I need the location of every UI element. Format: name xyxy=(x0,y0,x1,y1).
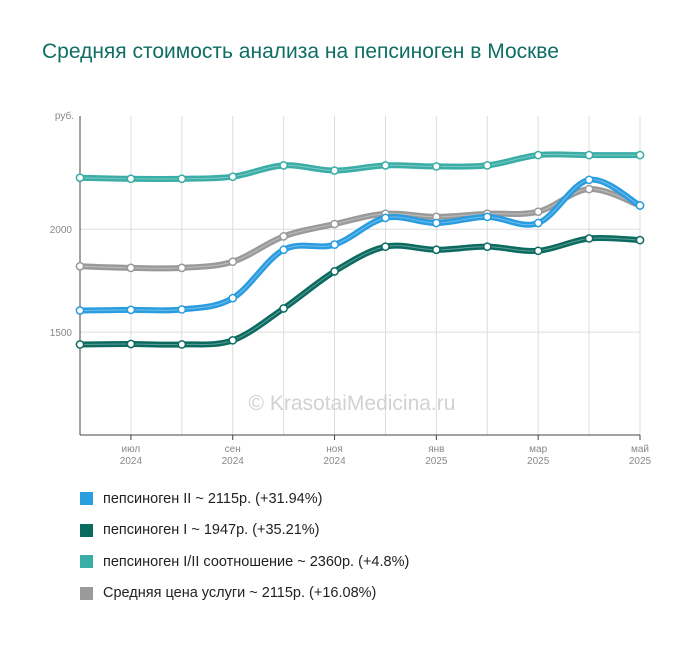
data-point xyxy=(75,261,85,271)
data-point xyxy=(279,245,288,255)
data-point xyxy=(126,174,136,184)
data-point xyxy=(279,304,288,313)
legend-label: пепсиноген I/II соотношение ~ 2360р. (+4… xyxy=(103,553,410,570)
x-tick-label-year: 2025 xyxy=(629,456,652,467)
data-point xyxy=(177,263,187,273)
series-1 xyxy=(75,150,645,184)
data-point xyxy=(482,212,492,222)
x-tick-label-month: июл xyxy=(122,444,141,455)
data-point xyxy=(75,340,85,349)
legend-label: пепсиноген I ~ 1947р. (+35.21%) xyxy=(103,522,320,539)
data-point xyxy=(126,263,136,273)
legend-item[interactable]: Средняя цена услуги ~ 2115р. (+16.08%) xyxy=(80,578,640,610)
data-point xyxy=(177,305,187,314)
data-point xyxy=(228,293,238,303)
chart-title: Средняя стоимость анализа на пепсиноген … xyxy=(42,40,559,63)
axis-labels: руб.15002000июл2024сен2024ноя2024янв2025… xyxy=(50,110,652,467)
legend-item[interactable]: пепсиноген II ~ 2115р. (+31.94%) xyxy=(80,483,640,515)
data-point xyxy=(228,335,238,345)
legend-label: пепсиноген II ~ 2115р. (+31.94%) xyxy=(103,490,323,507)
data-point xyxy=(584,184,594,194)
legend-swatch xyxy=(80,555,93,569)
x-tick-label-month: май xyxy=(631,444,649,455)
data-point xyxy=(228,257,238,267)
data-point xyxy=(533,150,543,160)
series-line xyxy=(77,151,643,182)
data-point xyxy=(381,161,390,170)
x-tick-label-month: сен xyxy=(225,444,241,455)
data-point xyxy=(635,201,645,210)
data-point xyxy=(330,166,339,175)
data-point xyxy=(584,150,594,160)
x-tick-label-month: ноя xyxy=(326,444,343,455)
data-point xyxy=(533,218,543,228)
legend-swatch xyxy=(80,586,93,600)
legend: пепсиноген II ~ 2115р. (+31.94%) пепсиног… xyxy=(80,483,640,609)
legend-item[interactable]: пепсиноген I/II соотношение ~ 2360р. (+4… xyxy=(80,546,640,578)
x-tick-label-year: 2024 xyxy=(323,456,346,467)
grid xyxy=(79,116,641,436)
data-point xyxy=(635,235,645,245)
data-point xyxy=(126,305,136,315)
x-tick-label-year: 2024 xyxy=(222,456,245,467)
data-point xyxy=(75,306,85,315)
data-point xyxy=(75,173,85,183)
data-point xyxy=(177,340,187,349)
y-axis-unit-label: руб. xyxy=(55,110,74,122)
data-point xyxy=(279,232,288,241)
series-4 xyxy=(75,234,645,349)
data-point xyxy=(432,162,441,171)
data-point xyxy=(381,213,390,223)
data-point xyxy=(584,234,594,243)
x-tick-label-year: 2025 xyxy=(527,456,550,467)
data-point xyxy=(177,174,187,184)
x-tick-label-year: 2024 xyxy=(120,456,143,467)
series-3 xyxy=(75,175,645,315)
data-point xyxy=(432,218,441,228)
x-tick-label-month: янв xyxy=(428,444,444,455)
data-point xyxy=(279,161,288,170)
series-layer xyxy=(75,150,645,349)
data-point xyxy=(432,245,441,255)
data-point xyxy=(482,242,492,252)
data-point xyxy=(584,175,594,185)
data-point xyxy=(330,240,339,249)
x-tick-label-year: 2025 xyxy=(425,456,448,467)
data-point xyxy=(330,267,339,276)
watermark: © KrasotaiMedicina.ru xyxy=(249,392,456,415)
data-point xyxy=(228,172,238,182)
data-point xyxy=(482,161,492,170)
data-point xyxy=(533,246,543,256)
data-point xyxy=(381,242,390,252)
x-tick-label-month: мар xyxy=(529,444,547,455)
series-2 xyxy=(75,184,645,273)
data-point xyxy=(533,207,543,217)
legend-swatch xyxy=(80,492,93,506)
y-tick-label: 2000 xyxy=(50,225,73,236)
data-point xyxy=(330,219,339,229)
legend-item[interactable]: пепсиноген I ~ 1947р. (+35.21%) xyxy=(80,515,640,547)
legend-swatch xyxy=(80,523,93,537)
data-point xyxy=(635,150,645,160)
data-point xyxy=(126,339,136,349)
legend-label: Средняя цена услуги ~ 2115р. (+16.08%) xyxy=(103,585,377,602)
y-tick-label: 1500 xyxy=(50,328,73,339)
series-line xyxy=(77,234,643,348)
